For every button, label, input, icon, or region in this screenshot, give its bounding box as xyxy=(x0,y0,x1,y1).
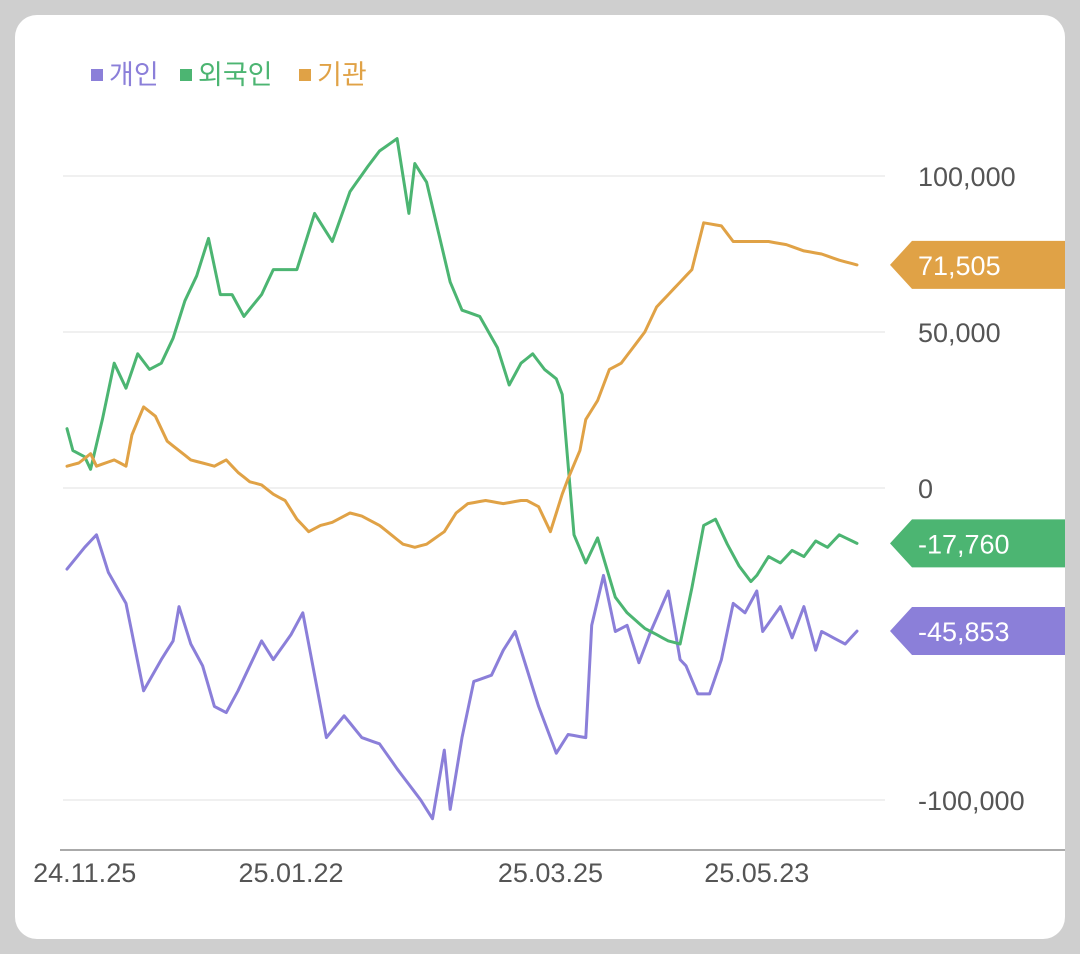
y-tick-label: 0 xyxy=(918,474,933,504)
x-tick-label: 25.05.23 xyxy=(704,858,809,888)
last-value-tags: -45,853 -17,760 71,505 xyxy=(890,240,1065,656)
chart-card: 100,000 50,000 0 -100,000 24.11.25 25.01.22 2… xyxy=(15,15,1065,939)
legend-swatch xyxy=(299,69,311,81)
tag-label: 71,505 xyxy=(918,251,1001,281)
series-line-1 xyxy=(65,137,859,646)
x-axis: 24.11.25 25.01.22 25.03.25 25.05.23 xyxy=(33,849,1065,888)
last-value-tag-2: 71,505 xyxy=(890,240,1065,289)
y-tick-label: 50,000 xyxy=(918,318,1001,348)
series-line-0 xyxy=(65,533,859,821)
legend-label: 기관 xyxy=(317,60,367,91)
y-tick-label: 100,000 xyxy=(918,162,1016,192)
tag-label: -45,853 xyxy=(918,617,1010,647)
tag-background xyxy=(890,607,1065,656)
series-lines xyxy=(65,137,859,821)
last-value-tag-0: -45,853 xyxy=(890,607,1065,656)
legend-item-2: 기관 xyxy=(299,60,367,91)
legend-label: 개인 xyxy=(109,60,159,91)
legend-item-1: 외국인 xyxy=(180,60,273,91)
gridlines xyxy=(63,175,885,801)
legend-item-0: 개인 xyxy=(91,60,159,91)
tag-background xyxy=(890,240,1065,289)
x-tick-label: 25.03.25 xyxy=(498,858,603,888)
last-value-tag-1: -17,760 xyxy=(890,519,1065,568)
legend-label: 외국인 xyxy=(198,60,273,91)
legend-swatch xyxy=(91,69,103,81)
tag-label: -17,760 xyxy=(918,529,1010,559)
legend-swatch xyxy=(180,69,192,81)
x-tick-label: 25.01.22 xyxy=(238,858,343,888)
series-line-2 xyxy=(65,221,859,549)
tag-background xyxy=(890,519,1065,568)
y-tick-label: -100,000 xyxy=(918,786,1025,816)
y-axis-ticks: 100,000 50,000 0 -100,000 xyxy=(918,162,1025,816)
x-tick-label: 24.11.25 xyxy=(33,858,136,888)
legend: 개인 외국인 기관 xyxy=(91,60,367,91)
